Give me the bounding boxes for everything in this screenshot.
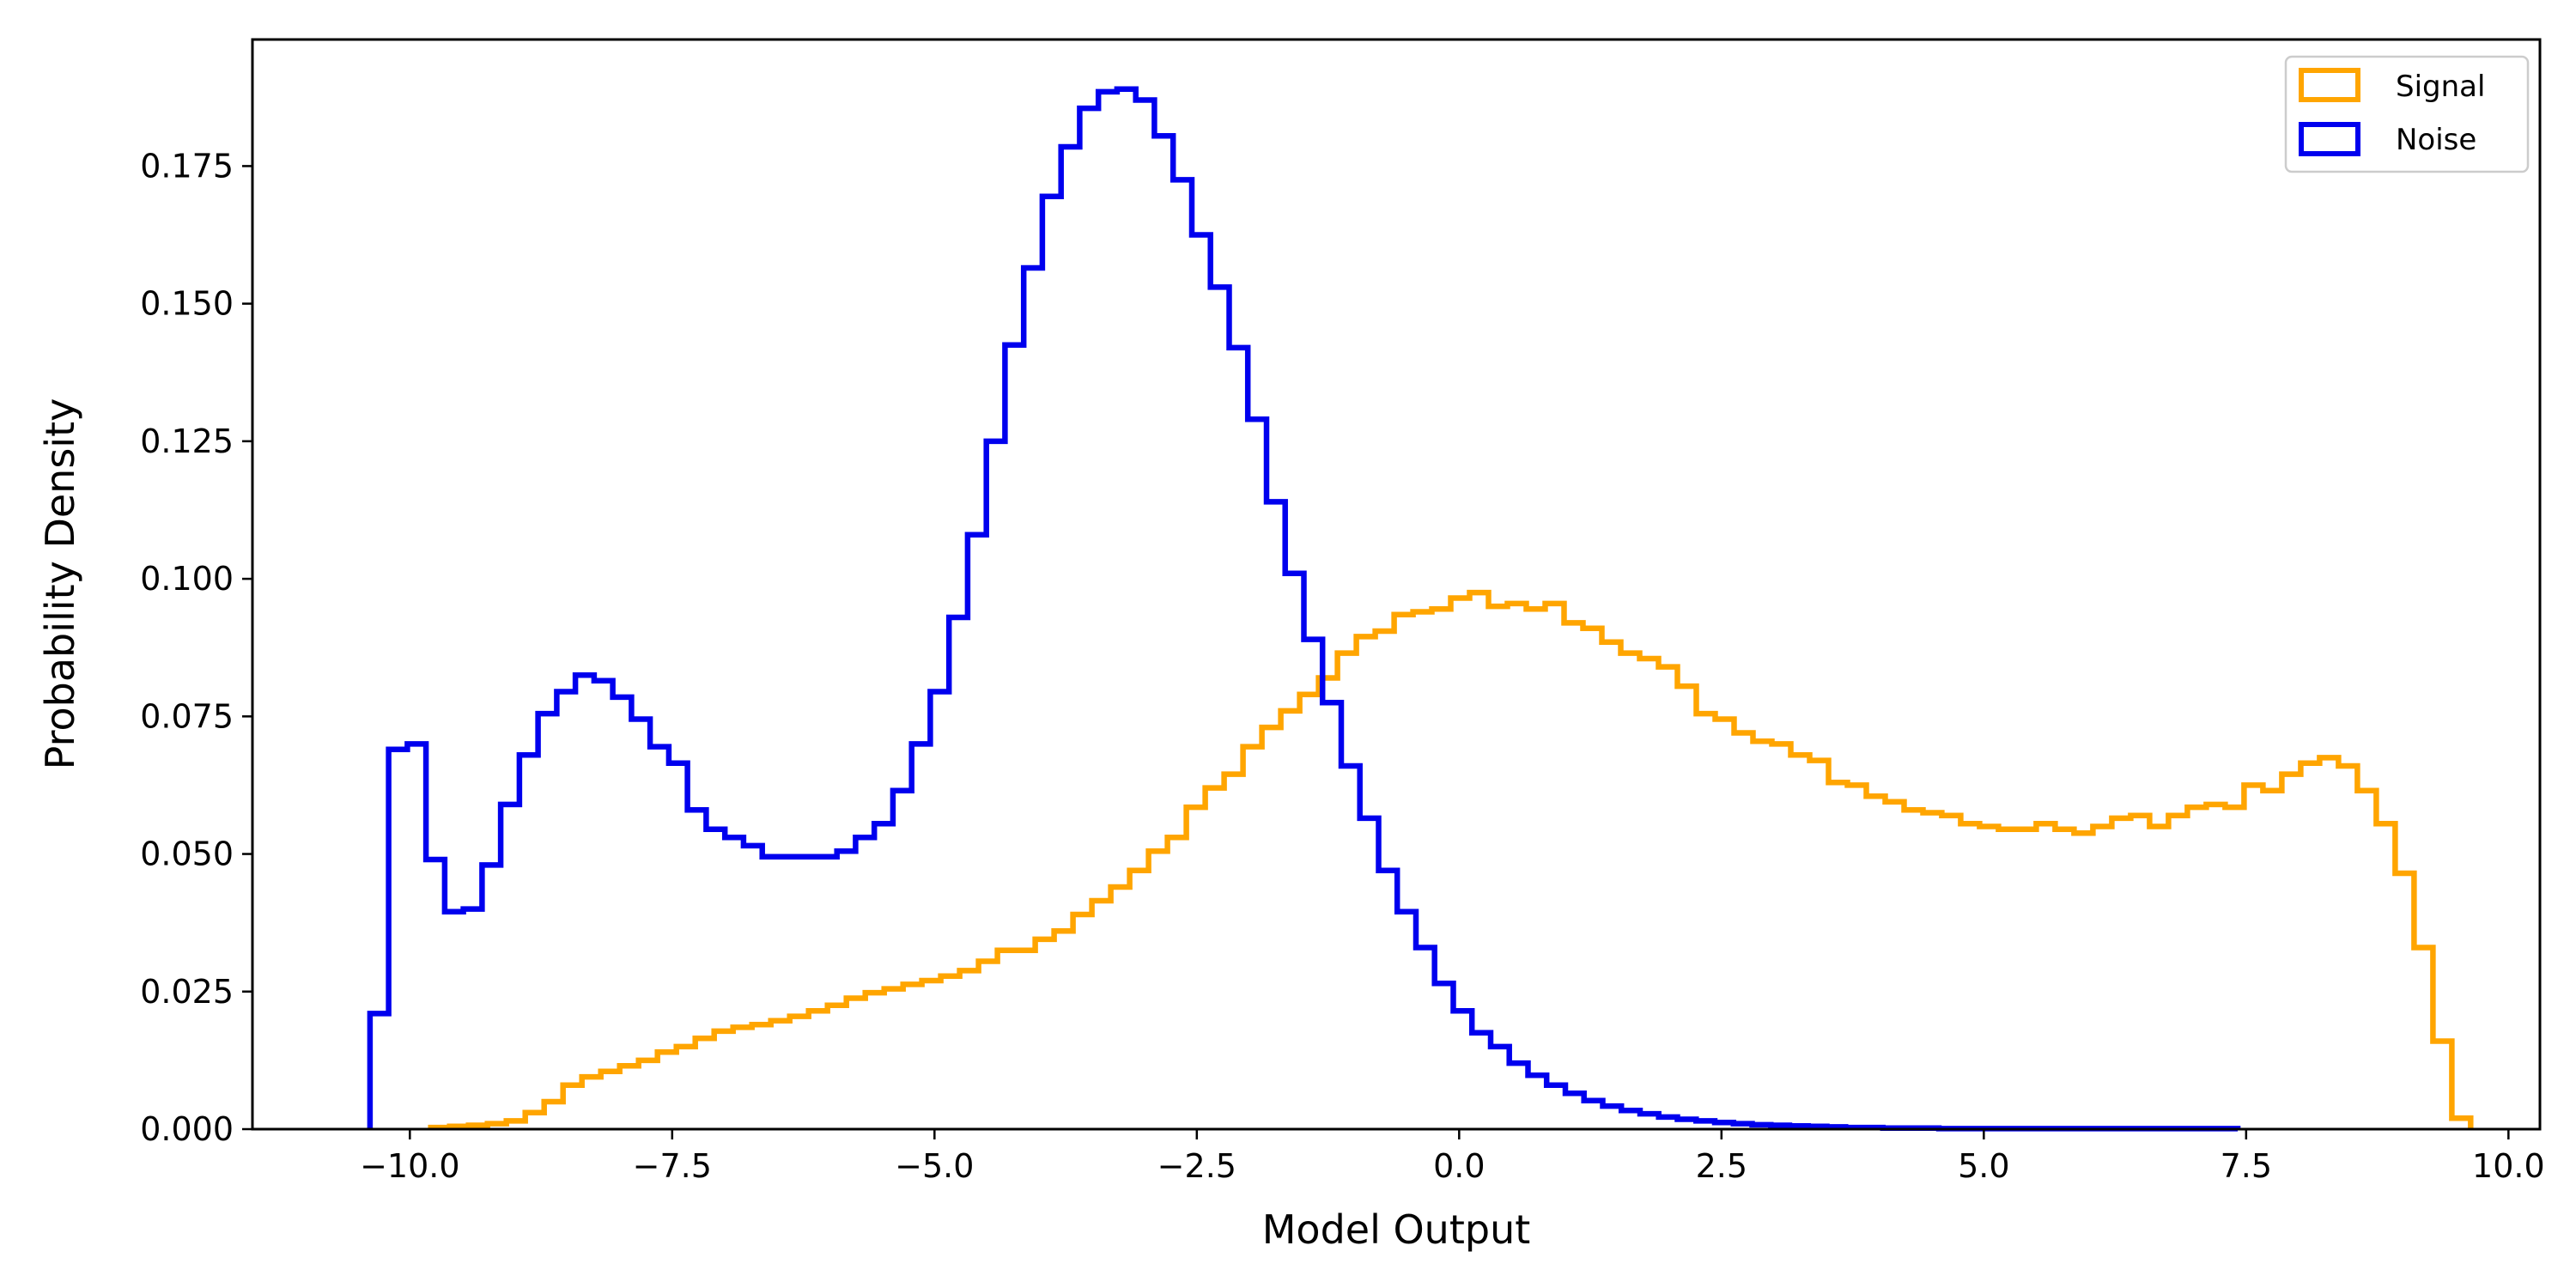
x-tick-label: 5.0 (1958, 1147, 2009, 1185)
x-axis-label: Model Output (1262, 1206, 1531, 1253)
y-tick-label: 0.075 (140, 697, 234, 735)
y-tick-label: 0.050 (140, 835, 234, 873)
legend-label-signal: Signal (2396, 70, 2485, 104)
x-tick-label: 2.5 (1696, 1147, 1747, 1185)
series-noise-step (367, 86, 2241, 1132)
x-tick-label: 7.5 (2221, 1147, 2272, 1185)
y-tick-label: 0.175 (140, 147, 234, 185)
series-signal-step (428, 589, 2474, 1131)
y-axis-label: Probability Density (37, 398, 83, 770)
x-tick-label: 0.0 (1433, 1147, 1485, 1185)
x-tick-label: −10.0 (360, 1147, 459, 1185)
legend-label-noise: Noise (2396, 123, 2476, 157)
legend-swatch-noise (2299, 122, 2360, 156)
legend: Signal Noise (2284, 55, 2530, 173)
x-axis-ticks: −10.0 −7.5 −5.0 −2.5 0.0 2.5 5.0 7.5 10.0 (360, 1129, 2545, 1185)
plot-area-frame (251, 38, 2542, 1131)
x-tick-label: −2.5 (1157, 1147, 1236, 1185)
y-tick-label: 0.025 (140, 973, 234, 1011)
legend-swatch-signal (2299, 68, 2360, 102)
x-tick-label: 10.0 (2472, 1147, 2545, 1185)
y-tick-label: 0.100 (140, 560, 234, 598)
y-tick-label: 0.125 (140, 422, 234, 460)
legend-box (2284, 55, 2530, 173)
x-tick-label: −7.5 (633, 1147, 712, 1185)
y-tick-label: 0.000 (140, 1110, 234, 1148)
y-axis-ticks: 0.000 0.025 0.050 0.075 0.100 0.125 0.150 0.175 (140, 147, 252, 1148)
series-layer (367, 86, 2474, 1132)
y-tick-label: 0.150 (140, 285, 234, 323)
x-tick-label: −5.0 (895, 1147, 974, 1185)
